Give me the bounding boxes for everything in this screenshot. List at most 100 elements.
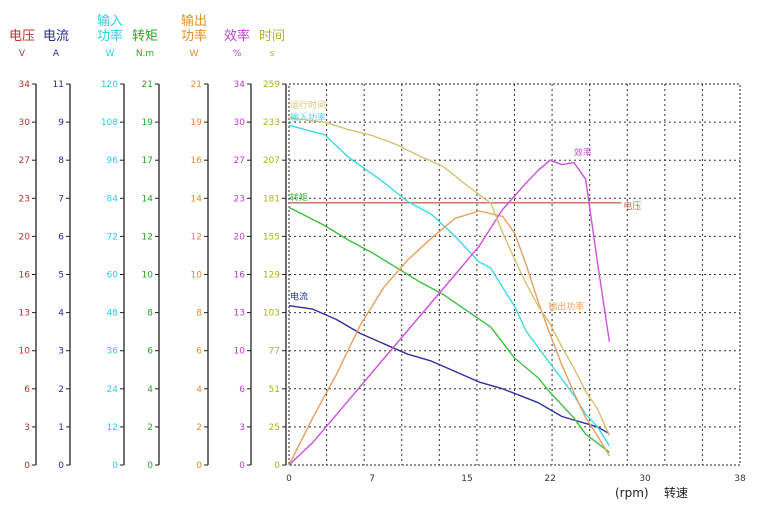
y-tick-label: 34	[19, 80, 31, 90]
y-tick-label: 34	[234, 80, 246, 90]
y-tick-label: 2	[196, 423, 202, 433]
y-tick-label: 0	[274, 461, 280, 471]
y-tick-label: 103	[263, 309, 280, 319]
y-tick-label: 27	[234, 156, 245, 166]
y-tick-label: 13	[19, 309, 30, 319]
y-axis-title: 转矩	[132, 29, 158, 44]
y-tick-label: 8	[196, 309, 202, 319]
y-tick-label: 9	[58, 118, 64, 128]
y-tick-label: 20	[234, 232, 246, 242]
y-axis-torque: 转矩 N.m 0 2 4 6 8 10 12 14 17 19 21	[132, 29, 160, 471]
y-tick-label: 7	[58, 194, 64, 204]
x-tick-label: 38	[734, 474, 746, 484]
series-label-input_power: 输入功率	[290, 111, 326, 123]
plot-grid	[288, 83, 741, 466]
y-axis-title: 电压	[9, 29, 35, 44]
y-tick-label: 48	[107, 309, 119, 319]
series-label-torque: 转矩	[290, 191, 308, 203]
series-label-output_power: 输出功率	[548, 301, 584, 313]
y-tick-label: 0	[196, 461, 202, 471]
y-tick-label: 14	[191, 194, 203, 204]
series-label-current: 电流	[290, 291, 308, 303]
y-tick-label: 12	[142, 232, 153, 242]
x-axis-label: 转速	[664, 485, 688, 500]
y-tick-label: 10	[234, 347, 246, 357]
y-tick-label: 0	[112, 461, 118, 471]
y-tick-label: 120	[101, 80, 118, 90]
y-tick-label: 12	[107, 423, 118, 433]
y-tick-label: 10	[19, 347, 31, 357]
y-tick-label: 8	[58, 156, 64, 166]
y-axis-efficiency: 效率% 0 3 6 10 13 16 20 23 27 30 34	[224, 28, 252, 471]
x-tick-label: 30	[639, 474, 651, 484]
y-tick-label: 17	[142, 156, 153, 166]
y-axis-unit: N.m	[136, 49, 154, 59]
y-tick-label: 30	[19, 118, 31, 128]
y-tick-label: 8	[147, 309, 153, 319]
y-tick-label: 0	[147, 461, 153, 471]
y-tick-label: 1	[58, 423, 64, 433]
y-tick-label: 72	[107, 232, 118, 242]
series-line-efficiency	[288, 159, 611, 466]
y-tick-label: 23	[19, 194, 30, 204]
y-tick-label: 16	[234, 271, 246, 281]
y-axis-title: 输入	[97, 13, 123, 29]
y-tick-label: 21	[142, 80, 153, 90]
y-tick-label: 51	[269, 385, 280, 395]
y-axis-unit: %	[233, 49, 242, 59]
y-tick-label: 6	[147, 347, 153, 357]
y-tick-label: 19	[142, 118, 154, 128]
y-tick-label: 4	[196, 385, 202, 395]
x-tick-label: 0	[286, 474, 292, 484]
y-tick-label: 155	[263, 232, 280, 242]
y-axis-title: 时间	[259, 29, 285, 44]
x-tick-label: 22	[544, 474, 555, 484]
y-tick-label: 60	[107, 271, 119, 281]
y-axis-time: 时间 s 0 25 51 77 103 129 155 181 207 233 259	[259, 29, 287, 471]
y-tick-label: 10	[191, 271, 203, 281]
y-tick-label: 27	[19, 156, 30, 166]
series-line-output_power	[288, 210, 611, 466]
y-tick-label: 16	[191, 156, 203, 166]
y-tick-label: 3	[239, 423, 245, 433]
y-tick-label: 3	[24, 423, 30, 433]
y-axis-output_power: 输出功率 W 0 2 4 6 8 10 12 14 16 19 21	[181, 13, 209, 471]
y-tick-label: 181	[263, 194, 280, 204]
y-tick-label: 14	[142, 194, 154, 204]
y-axes: 电压V0361013162023273034电流A012345678911输入功…	[9, 13, 287, 471]
y-tick-label: 11	[53, 80, 64, 90]
x-tick-label: 15	[461, 474, 472, 484]
y-tick-label: 30	[234, 118, 246, 128]
x-tick-label: 7	[369, 474, 375, 484]
y-tick-label: 6	[196, 347, 202, 357]
y-tick-label: 0	[24, 461, 30, 471]
y-tick-label: 24	[107, 385, 119, 395]
y-tick-label: 19	[191, 118, 203, 128]
y-tick-label: 207	[263, 156, 280, 166]
y-tick-label: 0	[239, 461, 245, 471]
y-axis-unit: W	[106, 49, 115, 59]
y-axis-title: 电流	[43, 29, 69, 44]
y-tick-label: 36	[107, 347, 119, 357]
y-tick-label: 4	[147, 385, 153, 395]
series-label-time: 运行时间	[290, 99, 326, 111]
x-axis-unit: (rpm)	[615, 486, 649, 500]
x-axis: 0 7 15 22 30 38 (rpm) 转速	[286, 474, 746, 500]
y-tick-label: 10	[142, 271, 154, 281]
y-tick-label: 108	[101, 118, 118, 128]
y-tick-label: 6	[24, 385, 30, 395]
y-tick-label: 96	[107, 156, 119, 166]
series-line-torque	[288, 206, 610, 453]
y-tick-label: 84	[107, 194, 119, 204]
y-axis-title: 效率	[224, 28, 250, 44]
y-axis-current: 电流 A 0 1 2 3 4 5 6 7 8 9 11	[43, 29, 71, 471]
y-tick-label: 259	[263, 80, 280, 90]
y-tick-label: 5	[58, 271, 64, 281]
y-tick-label: 6	[239, 385, 245, 395]
y-tick-label: 12	[191, 232, 202, 242]
y-tick-label: 77	[269, 347, 280, 357]
y-tick-label: 25	[269, 423, 280, 433]
y-tick-label: 16	[19, 271, 31, 281]
y-axis-unit: W	[190, 49, 199, 59]
